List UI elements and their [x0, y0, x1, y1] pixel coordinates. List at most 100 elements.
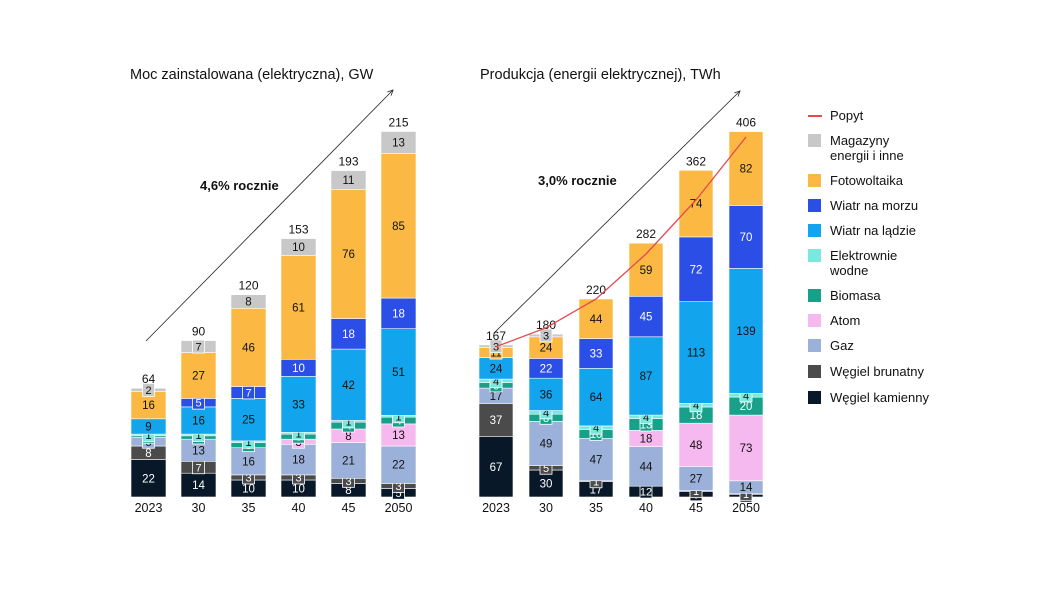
bar-segment-gaz: [330, 442, 367, 479]
data-label: 61: [292, 302, 305, 314]
data-label: 113: [687, 348, 705, 360]
bar-segment-atom: [678, 422, 714, 467]
bar-stack-45: 832184142187611: [330, 170, 367, 498]
growth-annotation: 3,0% rocznie: [538, 173, 617, 188]
bar-segment-magazyny: [230, 294, 267, 309]
installed-capacity-chart: Moc zainstalowana (elektryczna), GW 4,6% …: [130, 67, 417, 515]
bar-segment-fotowoltaika: [180, 352, 217, 399]
data-label: 18: [690, 410, 703, 422]
data-label: 3: [295, 472, 301, 484]
data-label: 5: [395, 488, 401, 500]
bar-stack-45: 6127481841137274: [678, 170, 714, 501]
arrow-head: [734, 90, 741, 97]
bar-total-label: 167: [486, 329, 506, 343]
bar-segment-wiatr_lad: [678, 301, 714, 404]
legend-swatch: [808, 391, 821, 404]
chart-title: Produkcja (energii elektrycznej), TWh: [480, 67, 721, 83]
bar-segment-fotowoltaika: [578, 298, 614, 339]
legend-label: Atom: [830, 313, 861, 328]
data-label: 74: [690, 199, 703, 211]
data-label: 27: [192, 370, 205, 382]
legend-label: Węgiel kamienny: [830, 390, 929, 405]
data-label: 13: [392, 430, 405, 442]
bar-segment-wiatr_lad: [280, 375, 317, 433]
data-label: 85: [392, 221, 405, 233]
data-label: 11: [343, 175, 355, 187]
category-tick-label: 40: [292, 501, 306, 515]
legend-swatch: [808, 289, 821, 302]
data-label: 8: [245, 297, 251, 309]
data-label: 1: [693, 486, 699, 498]
legend-swatch: [808, 314, 821, 327]
category-tick-label: 2023: [482, 501, 510, 515]
data-label: 33: [590, 348, 603, 360]
data-label: 22: [540, 363, 553, 375]
data-label: 16: [142, 400, 155, 412]
legend-item-wodne: Elektrownie wodne: [808, 248, 897, 278]
data-label: 42: [342, 380, 355, 392]
bar-total-label: 362: [686, 154, 706, 168]
legend-swatch: [808, 115, 822, 117]
data-label: 4: [693, 400, 699, 412]
legend-label: Fotowoltaika: [830, 173, 903, 188]
bar-stack-2050: 3114732041397082: [728, 131, 764, 503]
data-label: 10: [292, 242, 305, 254]
bar-segment-wiatr_lad: [380, 328, 417, 416]
legend-label: Popyt: [830, 108, 864, 123]
bar-segment-wiatr_morze: [578, 338, 614, 369]
data-label: 11: [490, 348, 501, 360]
data-label: 16: [242, 456, 255, 468]
arrow-head: [387, 89, 394, 96]
data-label: 3: [345, 476, 351, 488]
data-label: 8: [345, 485, 351, 497]
bar-total-label: 120: [238, 279, 258, 293]
bar-segment-wiatr_morze: [628, 295, 664, 338]
bar-stack-2023: 2285119162: [130, 382, 167, 498]
bar-total-label: 282: [636, 227, 656, 241]
legend-item-kamienny: Węgiel kamienny: [808, 390, 929, 405]
data-label: 17: [490, 391, 503, 403]
legend-swatch: [808, 249, 821, 262]
data-label: 139: [736, 326, 755, 338]
bar-stack-30: 1471321165277: [180, 339, 217, 498]
bar-stack-30: 30549843622243: [528, 328, 564, 498]
data-label: 3: [395, 481, 401, 493]
bar-stack-2023: 6737176424113: [478, 339, 514, 498]
bar-total-label: 215: [388, 116, 408, 130]
data-label: 21: [342, 455, 355, 467]
growth-arrow: [145, 89, 394, 342]
legend-item-wiatr_morze: Wiatr na morzu: [808, 198, 918, 213]
bar-segment-gaz: [628, 446, 664, 487]
bar-segment-fotowoltaika: [728, 131, 764, 206]
bar-segment-wiatr_lad: [330, 348, 367, 421]
data-label: 1: [345, 416, 351, 428]
data-label: 37: [490, 415, 503, 427]
bar-segment-magazyny: [380, 131, 417, 154]
bar-segment-wiatr_lad: [628, 336, 664, 416]
legend-swatch: [808, 339, 821, 352]
data-label: 24: [540, 343, 553, 355]
legend-item-gaz: Gaz: [808, 338, 854, 353]
data-label: 1: [395, 411, 401, 423]
bar-total-label: 406: [736, 116, 756, 130]
data-label: 4: [593, 423, 599, 435]
data-label: 20: [740, 401, 753, 413]
small-value-tag: [192, 339, 205, 354]
data-label: 12: [640, 487, 652, 499]
bar-segment-gaz: [380, 445, 417, 484]
data-label: 4: [643, 412, 649, 424]
category-tick-label: 35: [589, 501, 603, 515]
data-label: 46: [242, 342, 255, 354]
data-label: 27: [690, 474, 703, 486]
bar-segment-wiatr_lad: [230, 398, 267, 442]
bar-segment-magazyny: [330, 170, 367, 190]
bar-segment-gaz: [678, 466, 714, 491]
data-label: 4: [743, 390, 749, 402]
data-label: 18: [640, 434, 653, 446]
data-label: 13: [192, 445, 205, 457]
data-label: 24: [490, 363, 503, 375]
chart-title: Moc zainstalowana (elektryczna), GW: [130, 67, 374, 83]
data-label: 1: [295, 428, 301, 440]
data-label: 18: [392, 308, 405, 320]
